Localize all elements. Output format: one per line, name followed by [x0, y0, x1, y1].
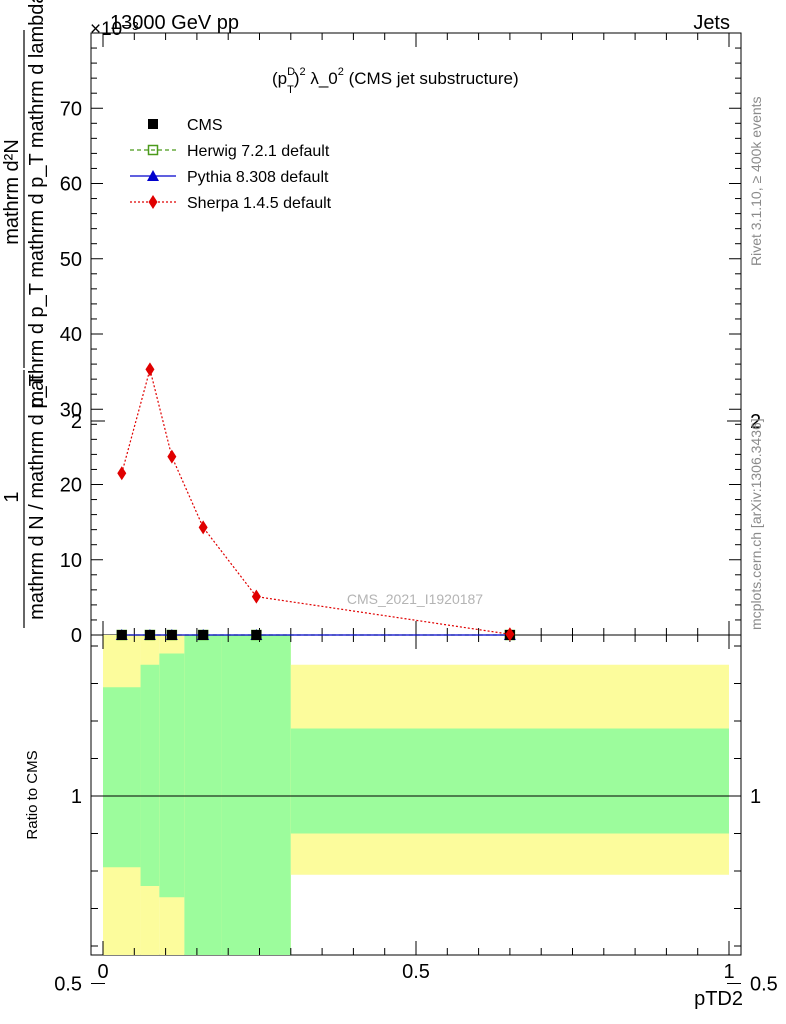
data-point-sherpa	[505, 627, 515, 642]
ratio-band-1sigma	[103, 687, 141, 868]
x-tick-label: 0.5	[402, 961, 430, 983]
mcplots-label: mcplots.cern.ch [arXiv:1306.3436]	[748, 418, 764, 630]
main-x-ticks	[102, 33, 730, 635]
data-point-cms	[116, 630, 127, 640]
ratio-y-tick-label-right: 0.5	[750, 974, 778, 996]
legend-entry-pythia: Pythia 8.308 default	[130, 169, 329, 186]
data-point-cms	[144, 630, 155, 640]
ratio-band-1sigma	[221, 635, 291, 955]
legend-entry-cms: CMS	[148, 117, 223, 134]
plot-title-sub: T	[287, 84, 294, 96]
legend-marker-sherpa	[148, 195, 158, 209]
ratio-y-label: Ratio to CMS	[24, 750, 41, 839]
ratio-y-tick-label-right: 1	[750, 786, 761, 808]
energy-label: 13000 GeV pp	[110, 12, 239, 34]
main-y-label: 1 mathrm d N / mathrm d p_T mathrm d²N m…	[1, 0, 48, 628]
ratio-band-1sigma	[159, 653, 185, 898]
ratio-y-tick-label: 0.5	[54, 974, 82, 996]
y-tick-label: 70	[60, 98, 82, 120]
series-line-sherpa	[121, 366, 510, 635]
legend-entry-sherpa: Sherpa 1.4.5 default	[130, 195, 332, 212]
data-point-cms	[198, 630, 209, 640]
x-tick-label: 0	[97, 961, 108, 983]
data-point-cms	[251, 630, 262, 640]
data-point-sherpa	[167, 449, 177, 464]
plot-title-close: )	[294, 69, 300, 88]
exponent-label: ×10⁻³	[90, 19, 139, 40]
ratio-y-axis: 0.5 0.5 1 1 2 2	[54, 411, 778, 996]
ratio-band-1sigma	[184, 635, 222, 955]
legend-marker-herwig	[147, 144, 159, 156]
process-label: Jets	[693, 12, 730, 34]
plot-title-sup3: 2	[338, 66, 344, 78]
legend-label: Herwig 7.2.1 default	[187, 143, 330, 160]
y-tick-label: 0	[71, 625, 82, 647]
y-tick-label: 60	[60, 174, 82, 196]
plot-title-base: (p	[272, 69, 287, 88]
legend-marker-pythia	[147, 170, 159, 181]
plot-title-rest: λ_0	[306, 69, 338, 88]
y-label-den: mathrm d p_T mathrm d p_T mathrm d lambd…	[26, 0, 48, 407]
y-tick-label: 40	[60, 324, 82, 346]
ratio-y-tick-label: 1	[71, 786, 82, 808]
data-point-sherpa	[145, 362, 155, 377]
legend-entry-herwig: Herwig 7.2.1 default	[130, 143, 330, 160]
y-tick-label: 20	[60, 475, 82, 497]
legend-marker-cms	[148, 119, 158, 129]
y-tick-label: 50	[60, 249, 82, 271]
y-label-num: mathrm d²N	[1, 139, 23, 245]
y-tick-label: 10	[60, 550, 82, 572]
ratio-band-1sigma	[290, 728, 729, 834]
legend: CMS Herwig 7.2.1 default Pythia 8.308 defa…	[130, 117, 332, 212]
x-tick-label: 1	[723, 961, 734, 983]
plot-title-sup2: 2	[299, 66, 305, 78]
legend-label: CMS	[187, 117, 223, 134]
y-label-prefix-den: mathrm d N / mathrm d p_T	[26, 374, 48, 620]
data-point-sherpa	[251, 589, 261, 604]
plot-title-tail: (CMS jet substructure)	[344, 69, 519, 88]
data-point-sherpa	[198, 520, 208, 535]
series-sherpa	[117, 362, 515, 642]
y-label-prefix-num: 1	[1, 491, 23, 502]
y-tick-label: 30	[60, 399, 82, 421]
ratio-x-axis: 0 0.5 1	[97, 635, 735, 983]
rivet-label: Rivet 3.1.10, ≥ 400k events	[748, 96, 764, 266]
x-axis-label: pTD2	[694, 988, 743, 1010]
legend-label: Sherpa 1.4.5 default	[187, 195, 332, 212]
legend-label: Pythia 8.308 default	[187, 169, 329, 186]
plot-title: (pD T)2 λ_02 (CMS jet substructure)	[272, 66, 519, 96]
main-y-axis: 0 10 20 30 40 50 60 70	[60, 47, 741, 647]
analysis-watermark: CMS_2021_I1920187	[347, 591, 483, 607]
ratio-y-tick-label: 2	[71, 411, 82, 433]
ratio-band-1sigma	[140, 664, 160, 886]
ratio-y-tick-label-right: 2	[750, 411, 761, 433]
data-point-sherpa	[117, 466, 127, 481]
series-layer	[115, 362, 516, 642]
plot-title-sup: D	[287, 66, 295, 78]
ratio-bands	[103, 635, 729, 955]
data-point-cms	[166, 630, 177, 640]
